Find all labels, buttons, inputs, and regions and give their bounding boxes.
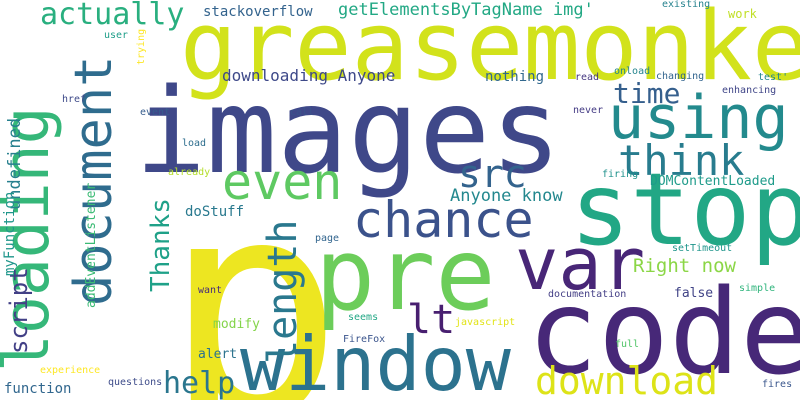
word-addeventlistener: addEventListener bbox=[84, 182, 99, 308]
word-documentation: documentation bbox=[548, 289, 627, 300]
word-never: never bbox=[573, 105, 604, 116]
word-modify: modify bbox=[213, 317, 260, 332]
word-greasemonkey: greasemonkey bbox=[180, 0, 800, 102]
word-full: full bbox=[615, 339, 640, 350]
word-user: user bbox=[104, 30, 129, 41]
word-function: function bbox=[4, 381, 72, 397]
word-right-now: Right now bbox=[633, 255, 736, 277]
word-downloading-anyone: downloading Anyone bbox=[222, 66, 396, 85]
word-test: test' bbox=[758, 72, 789, 83]
word-settimeout: setTimeout bbox=[672, 243, 733, 254]
word-javascript: javascript bbox=[455, 317, 516, 328]
word-simple: simple bbox=[739, 283, 776, 294]
word-nothing: nothing bbox=[485, 69, 545, 85]
word-using: using bbox=[608, 83, 789, 153]
word-stackoverflow: stackoverflow bbox=[203, 4, 313, 20]
word-myfunction: myFunction bbox=[2, 191, 18, 276]
word-fires: fires bbox=[762, 379, 793, 390]
word-domcontentloaded: DOMContentLoaded bbox=[650, 174, 776, 189]
word-work: work bbox=[728, 7, 757, 21]
word-code: code bbox=[527, 263, 800, 400]
word-changing: changing bbox=[656, 71, 705, 82]
word-lt: lt bbox=[407, 297, 456, 343]
word-questions: questions bbox=[108, 377, 163, 388]
word-time: time bbox=[613, 77, 681, 110]
word-script: script bbox=[5, 267, 33, 354]
word-experience: experience bbox=[40, 365, 101, 376]
word-page: page bbox=[315, 233, 340, 244]
word-call: call bbox=[290, 107, 315, 118]
word-dostuff: doStuff bbox=[185, 204, 245, 220]
word-onload: onload bbox=[614, 66, 651, 77]
word-event: event bbox=[140, 107, 171, 118]
word-src: src bbox=[458, 152, 527, 196]
word-getelementsbytagname: getElementsByTagName img' bbox=[338, 0, 594, 20]
word-stop: stop bbox=[570, 151, 800, 268]
word-read: read bbox=[575, 72, 600, 83]
word-even: even bbox=[222, 153, 343, 211]
word-href: href bbox=[62, 94, 87, 105]
word-enhancing: enhancing bbox=[722, 85, 777, 96]
word-firing: firing bbox=[602, 169, 639, 180]
word-thanks: Thanks bbox=[146, 198, 176, 292]
word-seems: seems bbox=[348, 312, 379, 323]
word-trying: trying bbox=[136, 28, 147, 65]
word-load: load bbox=[182, 138, 207, 149]
word-want: want bbox=[198, 285, 223, 296]
word-actually: actually bbox=[40, 0, 185, 32]
word-anyone-know: Anyone know bbox=[450, 186, 563, 206]
word-images: images bbox=[135, 62, 562, 200]
word-false: false bbox=[674, 286, 714, 301]
word-help: help bbox=[163, 366, 236, 400]
word-download: download bbox=[535, 359, 719, 400]
word-pre: pre bbox=[315, 216, 496, 333]
word-firefox: FireFox bbox=[343, 334, 386, 345]
word-think: think bbox=[618, 136, 745, 185]
word-p: p bbox=[163, 135, 344, 400]
word-window: window bbox=[240, 320, 511, 400]
word-var: var bbox=[515, 222, 646, 306]
word-already: already bbox=[168, 167, 211, 178]
word-existing: existing bbox=[662, 0, 711, 10]
word-chance: chance bbox=[353, 191, 534, 249]
word-alert: alert bbox=[198, 347, 238, 362]
word-length: length bbox=[260, 219, 306, 365]
